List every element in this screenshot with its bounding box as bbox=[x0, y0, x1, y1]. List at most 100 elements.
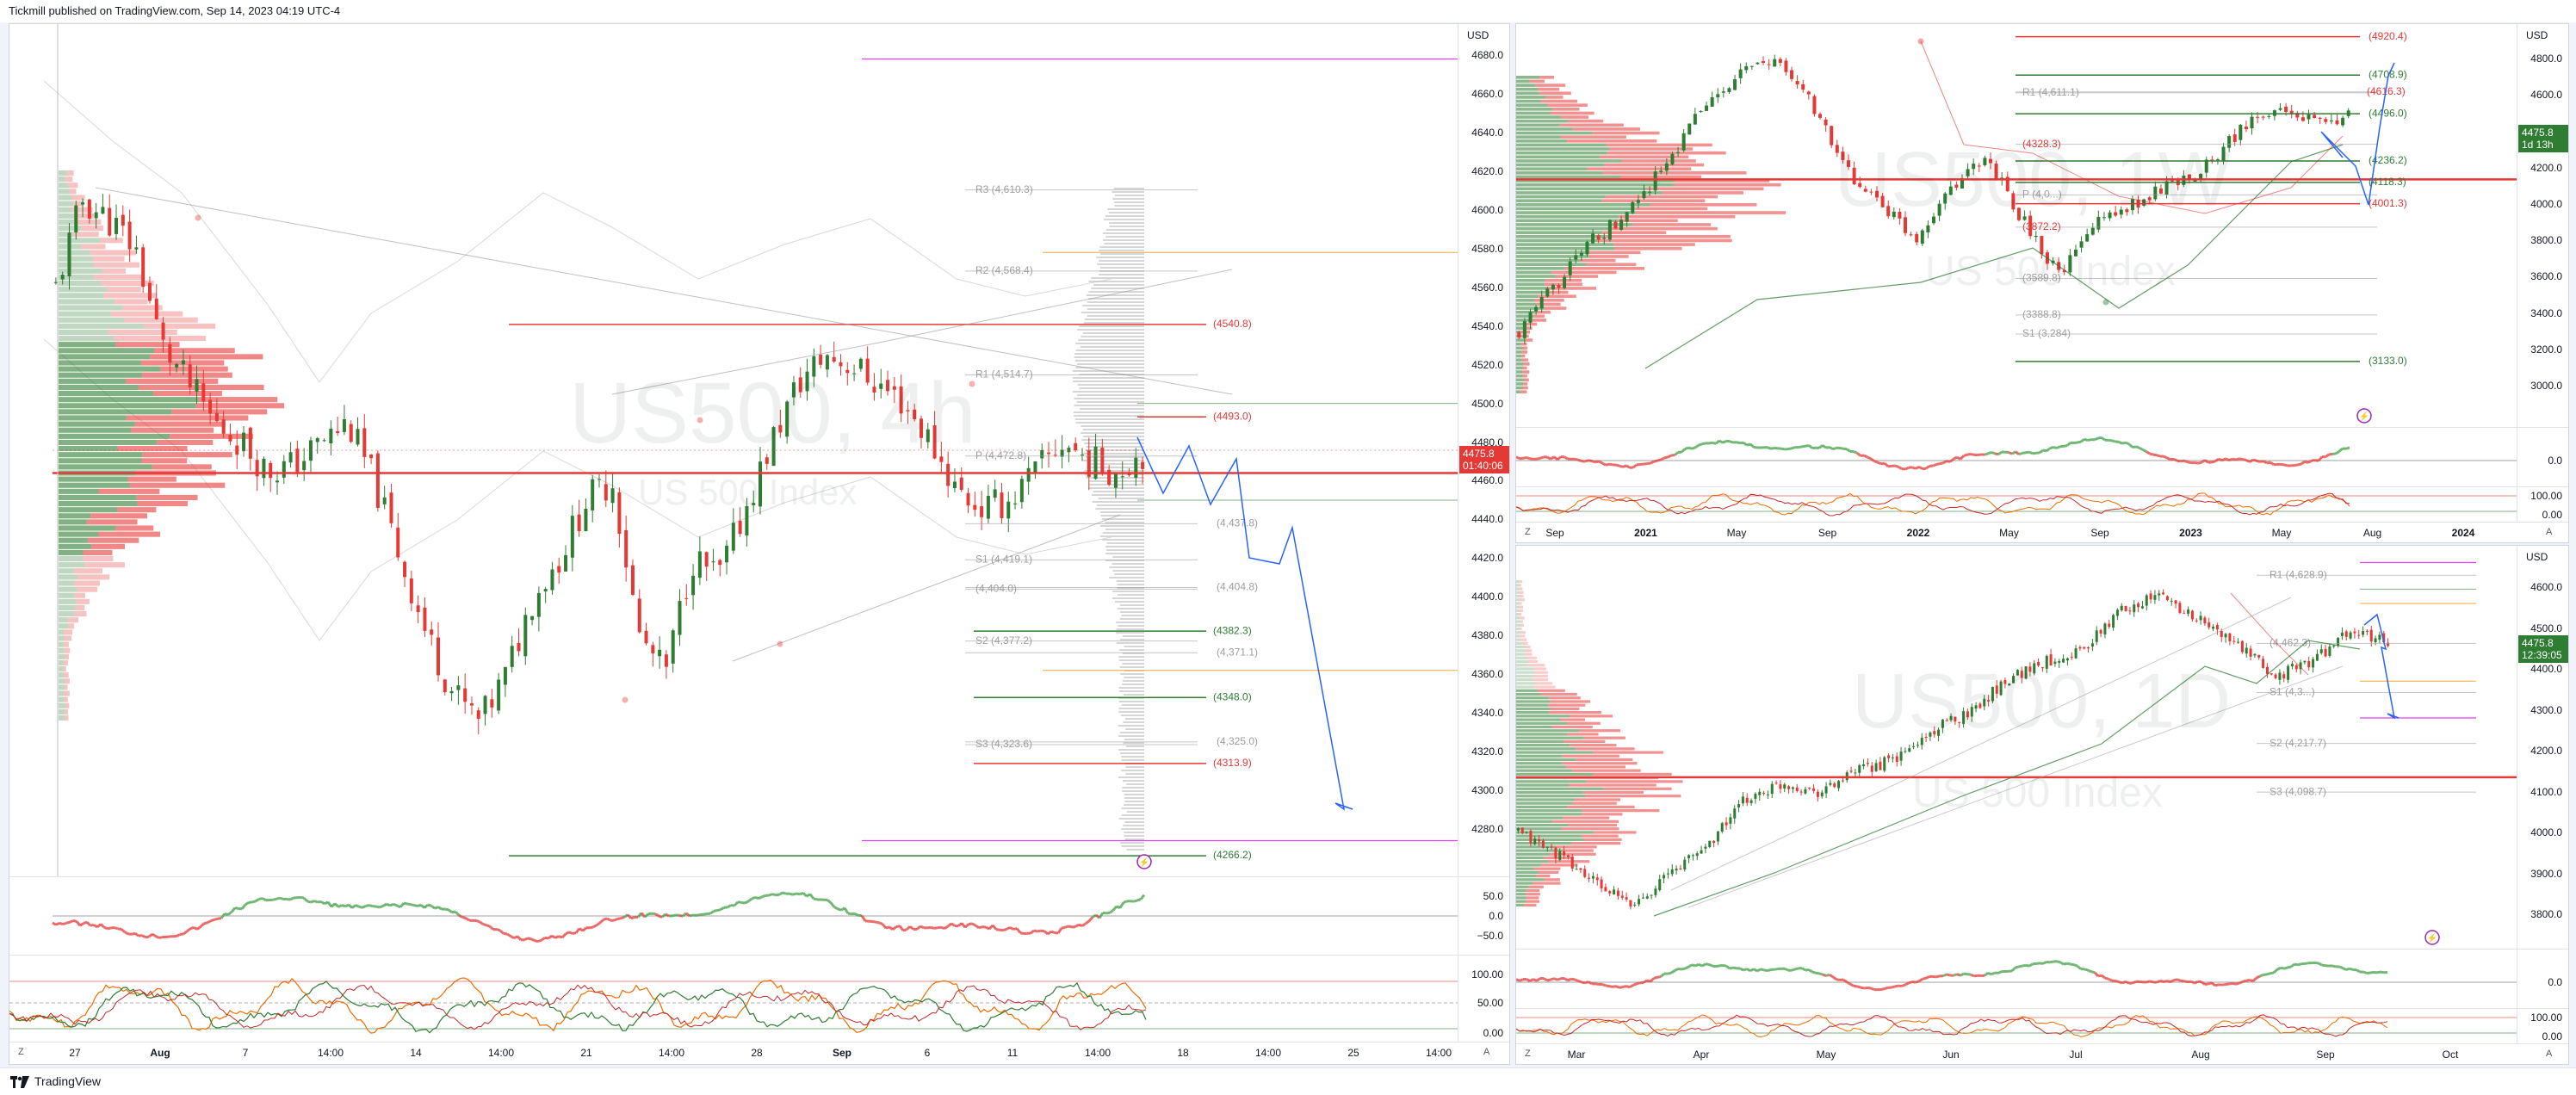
pivot-label: (3589.8) bbox=[2022, 272, 2061, 284]
time-tick: 14:00 bbox=[1255, 1047, 1281, 1059]
rsi-pane[interactable] bbox=[1516, 950, 2517, 1008]
rsi-axis[interactable]: 0.0 bbox=[2517, 428, 2569, 486]
time-tick: Sep bbox=[2090, 527, 2108, 539]
pivot-label: (3388.8) bbox=[2022, 308, 2061, 320]
pivot-label: (3872.2) bbox=[2022, 220, 2061, 232]
trendline[interactable] bbox=[96, 188, 1232, 394]
chart-panel-1w[interactable]: US500, 1W US 500 Index (4920.4)(4708.9)(… bbox=[1515, 23, 2569, 543]
pivot-label: S3 (4,098.7) bbox=[2269, 785, 2326, 797]
price-pane[interactable]: US500, 1D US 500 Index R1 (4,628.9)(4,46… bbox=[1516, 546, 2517, 949]
volume-profile bbox=[1516, 76, 1786, 393]
pivot-label: S3 (4,323.6) bbox=[975, 738, 1032, 750]
level-label: (3133.0) bbox=[2369, 355, 2407, 367]
rsi-pane[interactable] bbox=[1516, 428, 2517, 486]
level-label: (4348.0) bbox=[1213, 690, 1252, 702]
time-tick: 2024 bbox=[2452, 527, 2475, 539]
rsi-svg bbox=[1516, 950, 2517, 1008]
stoch-svg bbox=[1516, 487, 2517, 522]
time-tick: Aug bbox=[2363, 527, 2381, 539]
pivot-label: (4,404.0) bbox=[975, 583, 1017, 595]
time-tick: 27 bbox=[69, 1047, 80, 1059]
trendline[interactable] bbox=[1688, 666, 2343, 907]
trendline[interactable] bbox=[1671, 597, 2291, 890]
event-marker-icon[interactable]: ⚡ bbox=[1137, 855, 1151, 869]
stoch-pane[interactable] bbox=[9, 956, 1458, 1042]
price-axis[interactable]: USD 4800.04600.04400.04200.04000.03800.0… bbox=[2517, 24, 2569, 427]
signal-dot bbox=[1918, 39, 1924, 45]
stoch-pane[interactable] bbox=[1516, 1009, 2517, 1043]
time-tick: 2023 bbox=[2179, 527, 2202, 539]
log-scale-toggle[interactable]: Z bbox=[18, 1047, 24, 1057]
stoch-pane[interactable] bbox=[1516, 487, 2517, 522]
time-tick: 11 bbox=[1007, 1047, 1018, 1059]
price-tick: 4580.0 bbox=[1471, 243, 1503, 255]
level-label: (4496.0) bbox=[2369, 107, 2407, 119]
time-tick: Jul bbox=[2069, 1049, 2082, 1061]
price-tick: 4200.0 bbox=[2530, 162, 2562, 174]
tradingview-logo-icon bbox=[10, 1076, 29, 1088]
chart-panel-4h[interactable]: US500, 4h US 500 Index (4540.8)(4493.0)(… bbox=[9, 23, 1510, 1065]
price-pane[interactable]: US500, 1W US 500 Index (4920.4)(4708.9)(… bbox=[1516, 24, 2517, 427]
stoch-k-line[interactable] bbox=[9, 978, 1146, 1033]
pivot-label: R3 (4,610.3) bbox=[975, 183, 1033, 195]
chart-panel-1d[interactable]: US500, 1D US 500 Index R1 (4,628.9)(4,46… bbox=[1515, 545, 2569, 1065]
oscillator-tick: 100.00 bbox=[2530, 490, 2562, 502]
trailing-stop-line[interactable] bbox=[1645, 145, 2343, 368]
level-label: (4266.2) bbox=[1213, 849, 1252, 861]
rsi-pane[interactable] bbox=[9, 877, 1458, 955]
time-tick: Mar bbox=[1568, 1049, 1586, 1061]
pivot-label: (4,404.8) bbox=[1217, 581, 1258, 593]
price-chart-svg[interactable]: R1 (4,628.9)(4,462.3)S1 (4,3...)S2 (4,21… bbox=[1516, 546, 2517, 949]
projection-path[interactable] bbox=[1137, 437, 1353, 809]
stoch-d-line[interactable] bbox=[1516, 493, 2350, 516]
stoch-slow-line[interactable] bbox=[9, 985, 1146, 1030]
price-tick: 3600.0 bbox=[2530, 270, 2562, 282]
time-tick: May bbox=[1727, 527, 1747, 539]
level-label: (4540.8) bbox=[1213, 318, 1252, 330]
price-tick: 3800.0 bbox=[2530, 908, 2562, 920]
price-pane[interactable]: US500, 4h US 500 Index (4540.8)(4493.0)(… bbox=[9, 24, 1458, 876]
time-tick: 2021 bbox=[1634, 527, 1657, 539]
rsi-line bbox=[1516, 962, 2387, 990]
auto-scale-toggle[interactable]: A bbox=[2546, 527, 2552, 537]
rsi-axis[interactable]: 0.0 bbox=[2517, 950, 2569, 1008]
log-scale-toggle[interactable]: Z bbox=[1525, 1049, 1531, 1059]
price-chart-svg[interactable]: (4540.8)(4493.0)(4382.3)(4348.0)(4313.9)… bbox=[9, 24, 1458, 876]
price-tick: 4800.0 bbox=[2530, 53, 2562, 65]
auto-scale-toggle[interactable]: A bbox=[1483, 1047, 1489, 1057]
projection-path[interactable] bbox=[2364, 615, 2399, 718]
oscillator-tick: 50.00 bbox=[1477, 997, 1503, 1009]
time-tick: May bbox=[2272, 527, 2292, 539]
auto-scale-toggle[interactable]: A bbox=[2546, 1049, 2552, 1059]
event-marker-icon[interactable]: ⚡ bbox=[2357, 409, 2371, 423]
pivot-label: P (4,472.8) bbox=[975, 449, 1026, 461]
tradingview-brand[interactable]: TradingView bbox=[10, 1068, 101, 1095]
price-tick: 4600.0 bbox=[1471, 204, 1503, 216]
trailing-stop-line[interactable] bbox=[1921, 41, 2343, 213]
signal-dot bbox=[195, 215, 201, 221]
currency-label: USD bbox=[2526, 551, 2548, 563]
pivot-label: S1 (3,284) bbox=[2022, 327, 2071, 339]
event-marker-icon[interactable]: ⚡ bbox=[2425, 931, 2439, 944]
time-tick: 14:00 bbox=[318, 1047, 344, 1059]
time-tick: 14:00 bbox=[488, 1047, 514, 1059]
pivot-label: P (4,0...) bbox=[2022, 189, 2062, 201]
price-tick: 4300.0 bbox=[1471, 784, 1503, 796]
price-tick: 4680.0 bbox=[1471, 49, 1503, 61]
trailing-stop-line[interactable] bbox=[2231, 593, 2308, 675]
pivot-label: S1 (4,3...) bbox=[2269, 686, 2315, 698]
time-tick: Sep bbox=[833, 1047, 851, 1059]
price-chart-svg[interactable]: (4920.4)(4708.9)(4496.0)(4236.2)(4118.3)… bbox=[1516, 24, 2517, 427]
time-tick: 7 bbox=[243, 1047, 249, 1059]
log-scale-toggle[interactable]: Z bbox=[1525, 527, 1531, 537]
price-tick: 4320.0 bbox=[1471, 745, 1503, 758]
